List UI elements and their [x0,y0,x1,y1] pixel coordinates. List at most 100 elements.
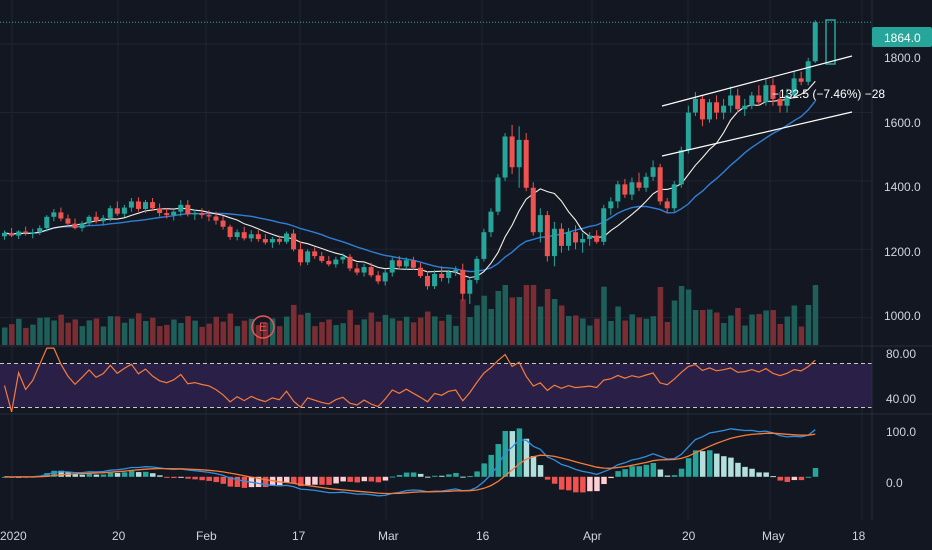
macd-histogram-bar [798,476,805,481]
macd-histogram-bar [86,473,93,477]
macd-histogram-bar [403,472,410,477]
volume-bar [777,324,783,345]
macd-histogram-bar [241,476,248,488]
candle-body [319,256,325,261]
macd-histogram-bar [643,464,650,477]
volume-bar [213,316,219,345]
candle-body [805,61,811,82]
candle-body [227,226,233,237]
macd-histogram-bar [340,476,346,482]
time-label-2020: 2020 [0,529,27,543]
candle-body [481,232,487,259]
volume-bar [354,324,360,345]
rsi-tick-40: 40.00 [886,392,916,406]
volume-bar [509,297,516,345]
volume-bar [439,320,445,345]
volume-bar [255,325,262,345]
earnings-marker[interactable]: E [251,315,275,339]
macd-histogram-bar [121,472,128,477]
candle-body [784,95,790,106]
macd-histogram-bar [291,476,297,484]
time-label-mar: Mar [378,529,399,543]
volume-bar [30,324,36,345]
volume-bar [474,305,480,345]
candle-body [37,228,43,233]
candle-body [143,202,148,209]
macd-histogram-bar [770,476,776,478]
candle-body [284,233,289,242]
price-axis[interactable]: 1800.0 1600.0 1400.0 1200.0 1000.0 1864.… [872,27,932,323]
macd-pane[interactable] [2,428,819,497]
moving-average-slow-line [4,100,816,273]
candle-body [220,220,226,227]
volume-bar [643,318,650,345]
macd-axis[interactable]: 100.0 0.0 [886,425,916,490]
volume-bar [220,321,227,345]
macd-line [4,428,816,497]
rsi-band [0,363,872,408]
candle-body [100,217,106,222]
volume-bar [770,310,776,345]
time-axis[interactable]: 2020 20 Feb 17 Mar 16 Apr 20 May 18 [0,529,866,543]
macd-histogram-bar [615,471,621,477]
candle-body [157,208,163,214]
macd-histogram-bar [629,466,635,477]
candle-body [185,204,191,215]
macd-histogram-bar [298,476,304,487]
volume-bar [594,318,600,345]
volume-bar [784,316,791,345]
volume-bar [735,308,741,345]
macd-histogram-bar [558,476,565,490]
price-pane[interactable] [0,19,872,345]
volume-bar [551,299,558,345]
candle-body [178,204,184,212]
volume-bar [276,326,283,345]
volume-bar [192,320,198,345]
rsi-axis[interactable]: 80.00 40.00 [886,347,916,406]
volume-bar [206,323,212,345]
candle-body [128,201,134,208]
volume-bar [2,327,8,345]
time-label-jan-20: 20 [112,529,126,543]
volume-bar [291,304,297,345]
macd-histogram-bar [432,475,438,477]
volume-bar [523,285,530,345]
volume-bar [446,314,452,345]
volume-bar [326,319,332,345]
macd-histogram-bar [699,451,706,477]
time-label-may: May [762,529,785,543]
volume-bar [185,316,191,345]
macd-histogram-bar [107,472,114,477]
time-label-apr-20: 20 [682,529,696,543]
volume-bar [305,312,311,345]
candle-body [213,216,219,221]
volume-bar [368,312,375,345]
candle-body [65,218,71,224]
candle-body [255,234,261,240]
volume-bar [453,325,459,345]
candle-body [51,212,57,217]
volume-bar [58,314,64,345]
macd-histogram-bar [143,471,149,477]
candle-body [375,275,381,282]
candle-body [121,207,127,214]
volume-bar [502,285,509,345]
candle-body [269,239,275,243]
volume-bar [262,322,269,345]
macd-histogram-bar [742,466,748,477]
rsi-pane[interactable] [0,347,872,413]
macd-histogram-bar [777,476,783,481]
volume-bar [714,312,720,345]
volume-bar [699,310,706,345]
macd-histogram-bar [537,465,544,477]
volume-bar [657,287,664,345]
volume-bar [333,325,339,345]
candle-body [671,184,677,209]
candle-body [135,201,141,209]
candle-body [58,212,64,219]
macd-histogram-bar [594,476,600,492]
candle-body [707,102,712,120]
macd-histogram-bar [622,469,628,477]
macd-histogram-bar [678,468,685,477]
